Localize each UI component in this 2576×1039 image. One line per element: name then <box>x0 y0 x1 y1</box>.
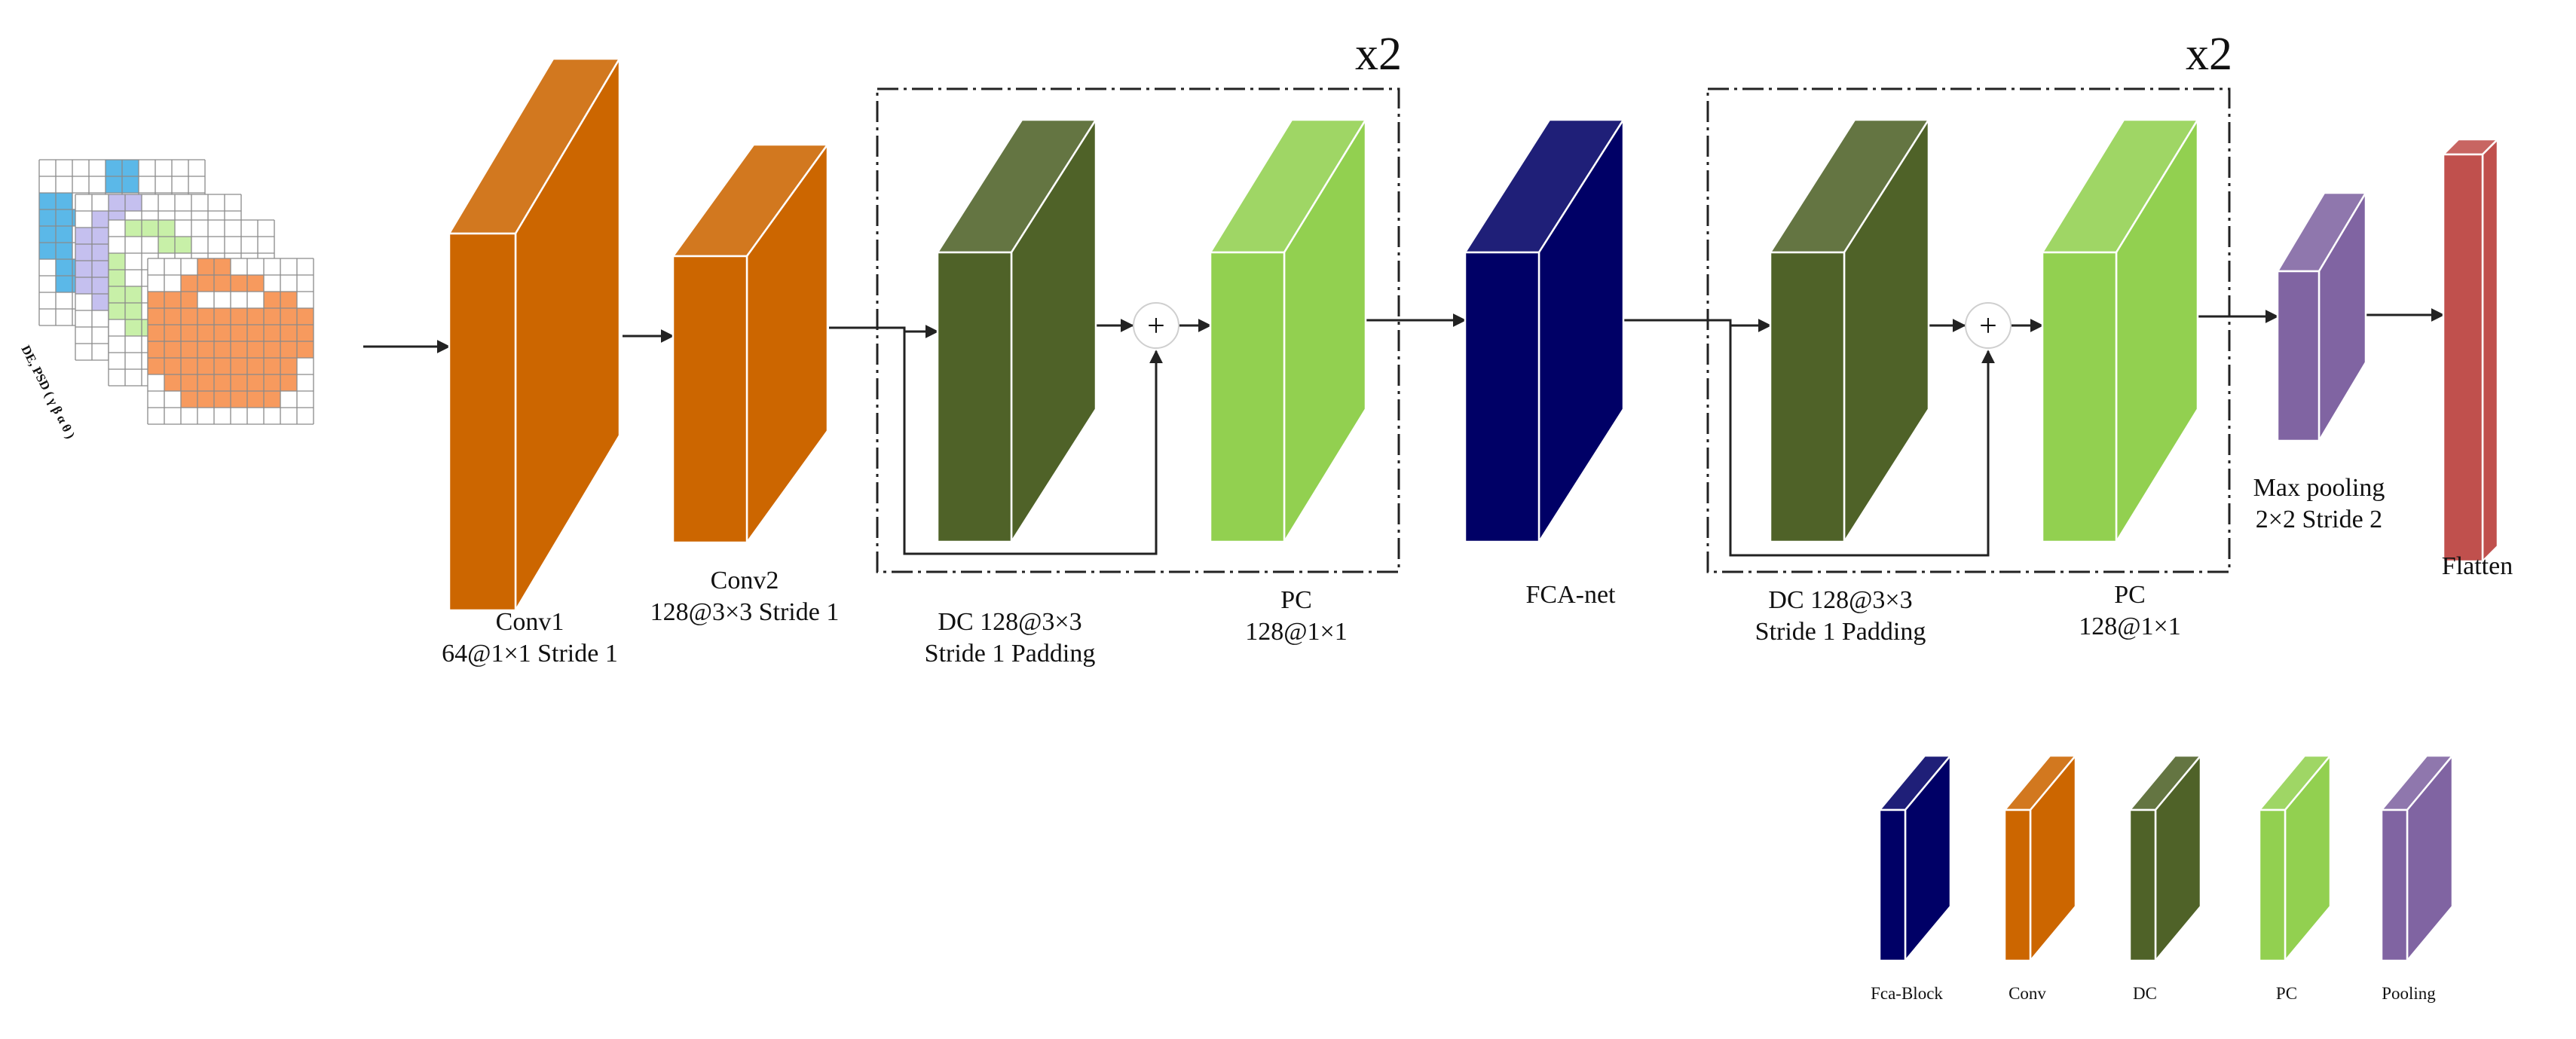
conv2-spec: 128@3×3 Stride 1 <box>650 598 840 626</box>
fca-name: FCA-net <box>1526 581 1617 609</box>
layer-pc-2: PC 128@1×1 <box>2041 118 2199 640</box>
block-front-face <box>2258 808 2287 962</box>
block-front-face <box>448 232 517 612</box>
conv1-name: Conv1 <box>496 608 564 636</box>
pc1-name: PC <box>1280 586 1312 614</box>
block-3d <box>672 143 829 544</box>
dc2-spec2: Stride 1 Padding <box>1755 618 1926 646</box>
svg-text:DC: DC <box>2133 984 2157 1003</box>
flatten-name: Flatten <box>2442 552 2513 580</box>
legend-item-pooling: Pooling <box>2380 754 2454 1003</box>
block-3d <box>1464 118 1625 543</box>
svg-text:PC: PC <box>2276 984 2297 1003</box>
block-front-face <box>1209 251 1286 543</box>
svg-text:+: + <box>1979 309 1997 344</box>
layer-flatten: Flatten <box>2442 138 2513 580</box>
layer-pc-1: PC 128@1×1 <box>1209 118 1367 646</box>
block-3d <box>1769 118 1930 543</box>
block-front-face <box>2041 251 2118 543</box>
layer-dc-2: DC 128@3×3 Stride 1 Padding <box>1755 118 1930 646</box>
input-axis-label: DE, PSD ( γ β α θ ) <box>18 343 78 441</box>
pc2-name: PC <box>2114 581 2146 609</box>
block-front-face <box>936 251 1013 543</box>
input-grid-layer <box>147 258 314 425</box>
layer-conv2: Conv2 128@3×3 Stride 1 <box>650 143 840 626</box>
block-front-face <box>1769 251 1846 543</box>
layer-fca-net: FCA-net <box>1464 118 1625 609</box>
legend-item-fca-block: Fca-Block <box>1871 754 1952 1003</box>
skip-connection-1 <box>903 328 1163 555</box>
block-3d <box>2442 138 2499 563</box>
block-3d <box>2041 118 2199 543</box>
legend-item-dc: DC <box>2128 754 2202 1003</box>
block-3d <box>1878 754 1952 962</box>
legend-item-conv: Conv <box>2003 754 2077 1003</box>
input-feature-maps: DE, PSD ( γ β α θ ) <box>18 159 314 441</box>
pc2-spec: 128@1×1 <box>2079 613 2181 640</box>
add-node-2: + <box>1965 302 2012 349</box>
block-front-face <box>2276 270 2321 442</box>
arrow-conv2-to-dc1 <box>829 325 939 338</box>
block-3d <box>2276 191 2367 442</box>
layer-dc-1: DC 128@3×3 Stride 1 Padding <box>925 118 1097 668</box>
legend-item-pc: PC <box>2258 754 2332 1003</box>
pc1-spec: 128@1×1 <box>1245 618 1348 646</box>
add-node-1: + <box>1133 302 1179 349</box>
svg-text:+: + <box>1147 309 1165 344</box>
conv2-name: Conv2 <box>711 567 779 594</box>
arrow-fca-to-dc2 <box>1624 319 1772 332</box>
legend: Fca-Block Conv DC PC Pooling <box>1871 754 2454 1003</box>
block-3d <box>2128 754 2202 962</box>
repeat-label-2: x2 <box>2186 29 2232 80</box>
block-3d <box>448 57 621 612</box>
pool-spec: 2×2 Stride 2 <box>2256 506 2382 533</box>
block-3d <box>2258 754 2332 962</box>
block-front-face <box>2380 808 2409 962</box>
block-3d <box>936 118 1097 543</box>
block-front-face <box>2003 808 2032 962</box>
dc1-spec: DC 128@3×3 <box>938 608 1081 636</box>
block-front-face <box>672 255 748 544</box>
svg-text:Pooling: Pooling <box>2382 984 2436 1003</box>
repeat-box-1 <box>876 87 1400 573</box>
dc2-spec: DC 128@3×3 <box>1768 586 1912 614</box>
pool-name: Max pooling <box>2253 474 2385 502</box>
dc1-spec2: Stride 1 Padding <box>925 640 1096 668</box>
block-3d <box>2003 754 2077 962</box>
block-side-face <box>2481 138 2499 563</box>
block-front-face <box>2442 153 2484 563</box>
conv1-spec: 64@1×1 Stride 1 <box>442 640 618 668</box>
repeat-label-1: x2 <box>1355 29 1402 80</box>
svg-text:Conv: Conv <box>2008 984 2046 1003</box>
layer-max-pooling: Max pooling 2×2 Stride 2 <box>2253 191 2385 533</box>
block-3d <box>2380 754 2454 962</box>
repeat-box-2 <box>1706 87 2231 573</box>
block-3d <box>1209 118 1367 543</box>
block-front-face <box>1464 251 1540 543</box>
layer-conv1: Conv1 64@1×1 Stride 1 <box>442 57 621 668</box>
block-front-face <box>2128 808 2157 962</box>
block-front-face <box>1878 808 1907 962</box>
skip-connection-2 <box>1729 325 1995 557</box>
svg-text:Fca-Block: Fca-Block <box>1871 984 1943 1003</box>
connections <box>363 308 2445 557</box>
